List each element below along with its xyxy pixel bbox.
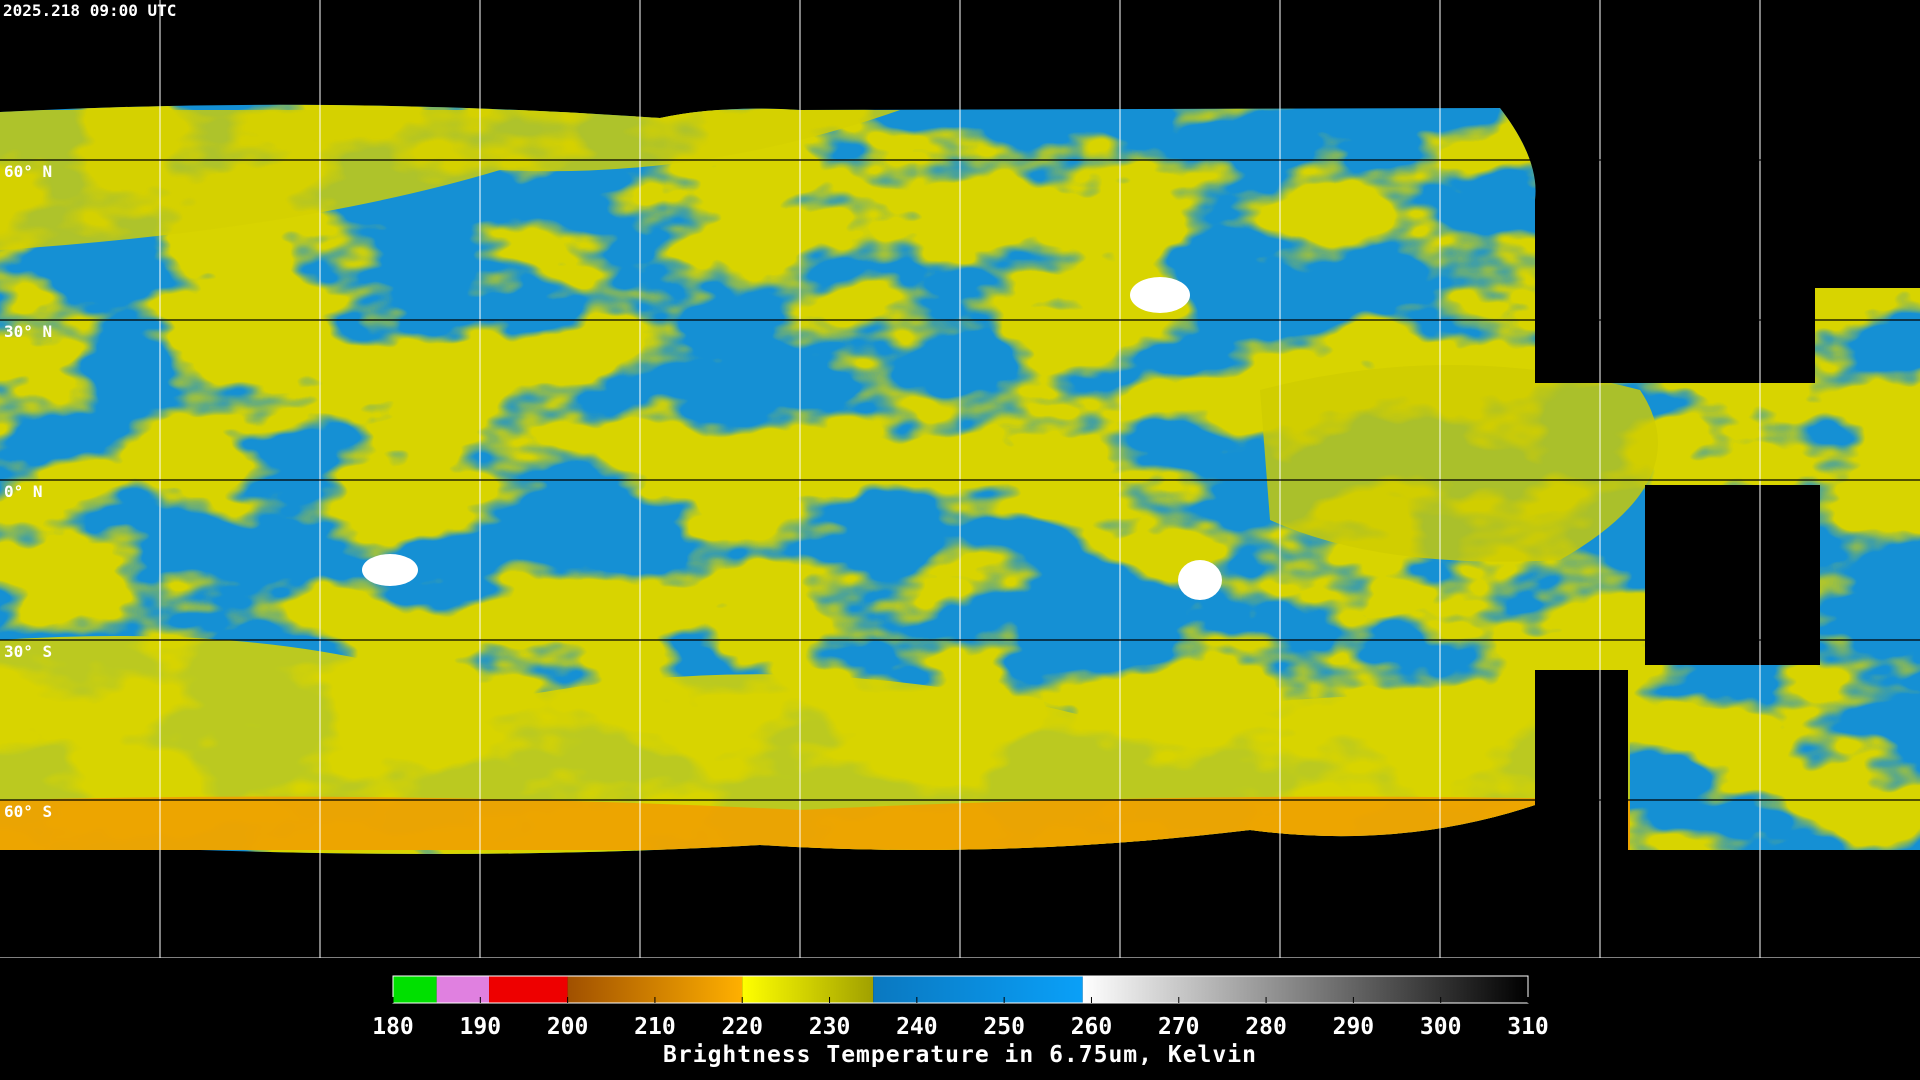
- colorbar-segment: [436, 976, 490, 1003]
- timestamp: 2025.218 09:00 UTC: [3, 1, 176, 20]
- colorbar-segment: [393, 976, 437, 1003]
- no-data: [1645, 485, 1820, 665]
- colorbar-tick-label: 250: [983, 1014, 1025, 1040]
- colorbar-title: Brightness Temperature in 6.75um, Kelvin: [663, 1042, 1257, 1068]
- colorbar-tick-label: 290: [1333, 1014, 1375, 1040]
- colorbar-segment: [742, 976, 874, 1003]
- colorbar-tick-label: 300: [1420, 1014, 1462, 1040]
- latitude-label: 0° N: [4, 482, 43, 501]
- colorbar-tick-label: 220: [721, 1014, 763, 1040]
- colorbar-segment: [873, 976, 1083, 1003]
- colorbar-tick-label: 180: [372, 1014, 414, 1040]
- dry-patch: [1178, 560, 1222, 600]
- colorbar-tick-label: 200: [547, 1014, 589, 1040]
- colorbar-segment: [489, 976, 568, 1003]
- colorbar-segment: [1082, 976, 1528, 1003]
- latitude-label: 30° S: [4, 642, 52, 661]
- north-band: [0, 110, 900, 250]
- colorbar-tick-label: 210: [634, 1014, 676, 1040]
- dry-patch: [1130, 277, 1190, 313]
- dry-patch: [362, 554, 418, 586]
- colorbar-tick-label: 190: [460, 1014, 502, 1040]
- latitude-label: 30° N: [4, 322, 52, 341]
- south-band: [0, 636, 1630, 850]
- latitude-label: 60° S: [4, 802, 52, 821]
- latitude-label: 60° N: [4, 162, 52, 181]
- colorbar: 180 190 200 210 220 230 240 250 260 270 280 290 300 3…: [372, 975, 1549, 1040]
- colorbar-tick-label: 270: [1158, 1014, 1200, 1040]
- colorbar-tick-label: 230: [809, 1014, 851, 1040]
- colorbar-tick-label: 280: [1245, 1014, 1287, 1040]
- colorbar-frame: [392, 975, 1529, 1004]
- tropical-convection: [1260, 365, 1658, 562]
- colorbar-tick-label: 240: [896, 1014, 938, 1040]
- colorbar-tick-label: 310: [1507, 1014, 1549, 1040]
- colorbar-tick-label: 260: [1071, 1014, 1113, 1040]
- graticule: 60° N 30° N 0° N 30° S 60° S: [0, 0, 1920, 959]
